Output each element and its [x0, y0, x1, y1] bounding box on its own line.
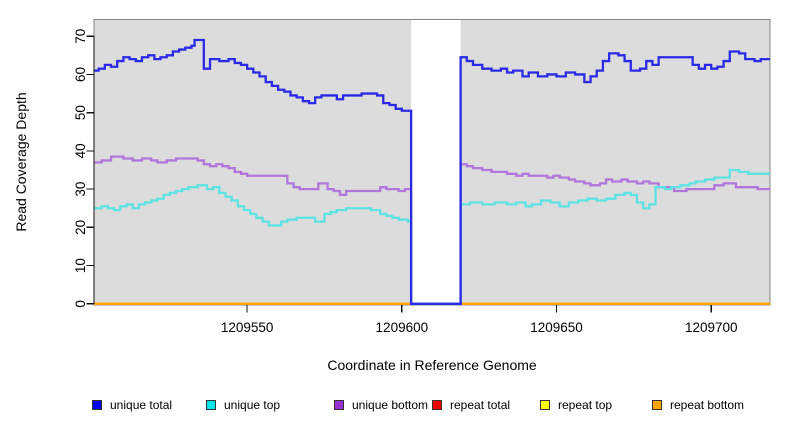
x-tick-label: 1209700 — [685, 320, 738, 335]
y-tick-label: 50 — [73, 105, 88, 120]
y-tick-label: 10 — [73, 258, 88, 273]
x-tick-label: 1209650 — [530, 320, 583, 335]
y-axis-title: Read Coverage Depth — [13, 92, 29, 232]
x-axis-title: Coordinate in Reference Genome — [327, 357, 537, 373]
legend-item-unique-total: unique total — [92, 398, 172, 412]
legend-item-repeat-bottom: repeat bottom — [652, 398, 744, 412]
legend-label: repeat top — [558, 398, 613, 412]
y-tick-label: 30 — [73, 182, 88, 197]
coverage-gap-region — [411, 20, 461, 305]
legend-label: unique bottom — [352, 398, 429, 412]
y-tick-label: 60 — [73, 67, 88, 82]
series-line-unique-top — [94, 168, 770, 305]
legend-swatch — [206, 400, 216, 410]
legend-item-repeat-top: repeat top — [540, 398, 612, 412]
legend-swatch — [652, 400, 662, 410]
y-tick-label: 40 — [73, 143, 88, 158]
legend-label: repeat bottom — [670, 398, 745, 412]
x-tick-label: 1209550 — [221, 320, 274, 335]
legend-item-unique-top: unique top — [206, 398, 280, 412]
legend-label: unique top — [224, 398, 281, 412]
legend-swatch — [92, 400, 102, 410]
series-line-unique-total — [94, 38, 770, 305]
legend-swatch — [540, 400, 550, 410]
legend-swatch — [432, 400, 442, 410]
y-tick-label: 70 — [73, 29, 88, 44]
legend-label: repeat total — [450, 398, 511, 412]
legend-label: unique total — [110, 398, 173, 412]
legend: unique total unique top unique bottom repea… — [0, 398, 792, 414]
legend-item-repeat-total: repeat total — [432, 398, 510, 412]
y-tick-label: 20 — [73, 220, 88, 235]
legend-swatch — [334, 400, 344, 410]
y-tick-label: 0 — [73, 300, 88, 308]
coverage-chart: 0 10 20 30 40 50 60 70 1209550 1209600 1209650 1209… — [73, 19, 771, 335]
x-tick-label: 1209600 — [376, 320, 429, 335]
legend-item-unique-bottom: unique bottom — [334, 398, 428, 412]
